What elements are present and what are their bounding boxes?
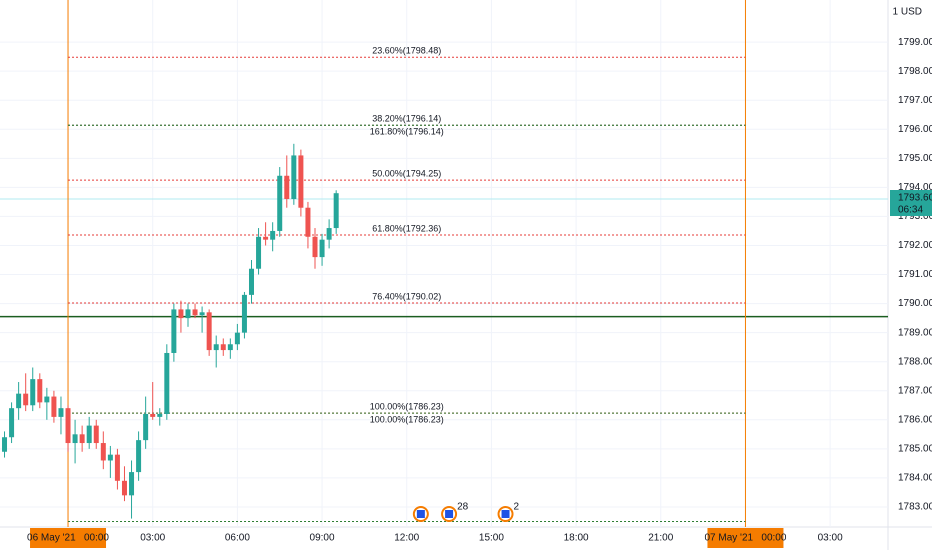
candle-body [2,437,8,452]
candle-body [241,294,247,333]
candle-body [206,312,212,351]
candle-body [326,228,332,240]
candle-body [284,175,290,200]
candle-body [143,413,149,441]
candle-body [199,312,205,316]
candle-body [164,352,170,414]
candle-body [263,236,269,240]
y-tick-label: 1789.00 [898,327,932,338]
y-tick-label: 1787.00 [898,385,932,396]
currency-label: 1 USD [893,7,922,18]
y-tick-label: 1784.00 [898,473,932,484]
x-tick-label: 06:00 [225,533,250,544]
candle-body [312,236,318,258]
candle-body [291,155,297,200]
candle-body [23,393,29,406]
candle-body [65,408,71,444]
y-tick-label: 1793.00 [898,211,932,222]
event-flag [501,510,510,518]
fib-label: 161.80%(1796.14) [370,127,444,137]
x-tick-label: 21:00 [648,533,673,544]
candle-body [333,193,339,229]
y-tick-label: 1785.00 [898,443,932,454]
candle-body [171,309,177,353]
candle-body [72,434,78,444]
candle-body [51,396,57,417]
candle-body [58,408,64,417]
fib-label: 50.00%(1794.25) [372,168,441,178]
event-count: 28 [457,502,469,513]
y-tick-label: 1795.00 [898,153,932,164]
candle-body [114,454,120,481]
day-marker-box [707,528,784,548]
candle-body [298,155,304,208]
candle-body [150,413,156,417]
fib-label: 100.00%(1786.23) [370,414,444,424]
candle-body [93,425,99,444]
last-price-tag [890,190,932,217]
countdown-label: 06:34 [898,205,923,216]
candle-body [192,309,198,316]
day-marker-label: 07 May '21 00:00 [704,533,786,544]
fib-label: 23.60%(1798.48) [372,46,441,56]
y-tick-label: 1788.00 [898,356,932,367]
candle-body [9,408,15,438]
x-tick-label: 03:00 [140,533,165,544]
last-price-label: 1793.60 [898,193,932,204]
x-tick-label: 12:00 [394,533,419,544]
candle-body [129,472,135,496]
x-tick-label: 09:00 [310,533,335,544]
candle-body [86,425,92,444]
candle-body [178,309,184,319]
candle-body [270,230,276,240]
event-flag [416,510,425,518]
candle-body [185,309,191,319]
x-tick-label: 15:00 [479,533,504,544]
candle-body [44,396,50,403]
y-tick-label: 1792.00 [898,240,932,251]
candle-body [248,268,254,295]
y-tick-label: 1786.00 [898,414,932,425]
y-tick-label: 1799.00 [898,37,932,48]
candle-body [107,454,113,461]
candle-body [100,443,106,461]
candle-body [319,239,325,258]
candle-body [37,379,43,403]
candle-body [121,480,127,496]
event-count: 2 [514,502,520,513]
candle-body [227,344,233,351]
y-tick-label: 1796.00 [898,124,932,135]
fib-label: 76.40%(1790.02) [372,291,441,301]
day-marker-box [30,528,107,548]
candle-body [277,175,283,231]
candle-body [30,379,36,406]
y-tick-label: 1790.00 [898,298,932,309]
y-tick-label: 1798.00 [898,66,932,77]
fib-label: 61.80%(1792.36) [372,223,441,233]
y-tick-label: 1797.00 [898,95,932,106]
candle-body [136,440,142,473]
y-tick-label: 1794.00 [898,182,932,193]
candle-body [213,344,219,351]
y-tick-label: 1791.00 [898,269,932,280]
x-tick-label: 03:00 [818,533,843,544]
y-tick-label: 1783.00 [898,502,932,513]
fib-label: 38.20%(1796.14) [372,114,441,124]
candle-body [220,344,226,351]
event-flag [445,510,454,518]
candle-body [234,332,240,345]
x-tick-label: 18:00 [564,533,589,544]
candle-body [256,236,262,269]
candle-body [16,393,22,409]
fib-label: 100.00%(1786.23) [370,401,444,411]
candle-body [79,434,85,444]
day-marker-label: 06 May '21 00:00 [27,533,109,544]
candle-body [305,207,311,237]
candle-body [157,413,163,417]
